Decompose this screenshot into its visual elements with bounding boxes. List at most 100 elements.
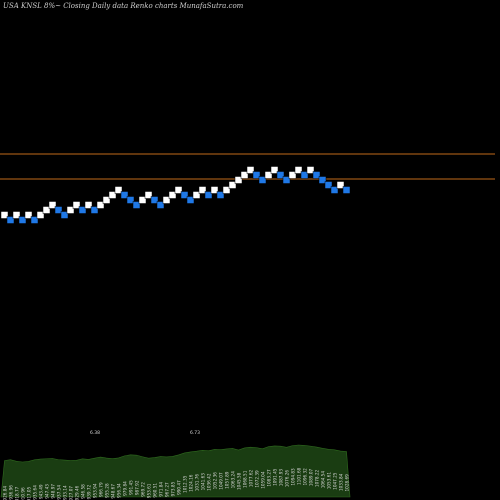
volume-label: 973.85 <box>171 481 176 496</box>
volume-label: 966.79 <box>99 482 104 497</box>
volume-area <box>0 444 351 498</box>
volume-label: 918.77 <box>15 486 20 500</box>
volume-label: 1064.54 <box>321 471 326 489</box>
volume-label: 948.97 <box>51 484 56 499</box>
renko-brick-down <box>120 191 129 199</box>
renko-brick-up <box>42 206 51 214</box>
volume-label: 1083.27 <box>267 469 272 487</box>
volume-label: 1045.58 <box>237 472 242 490</box>
renko-brick-up <box>24 211 33 219</box>
volume-label: 960.51 <box>153 483 158 498</box>
renko-brick-up <box>84 201 93 209</box>
renko-brick-up <box>162 196 171 204</box>
renko-brick-up <box>12 211 21 219</box>
volume-label: 946.58 <box>81 484 86 499</box>
volume-label: 967.27 <box>165 482 170 497</box>
volume-label: 971.84 <box>159 482 164 497</box>
renko-brick-down <box>312 171 321 179</box>
renko-brick-up <box>174 186 183 194</box>
renko-brick-up <box>168 191 177 199</box>
volume-label: 1076.26 <box>285 470 290 488</box>
renko-brick-up <box>0 211 9 219</box>
volume-label: 1024.16 <box>189 474 194 492</box>
volume-label: 969.72 <box>141 482 146 497</box>
volume-label: 1077.62 <box>249 469 254 487</box>
renko-brick-up <box>210 186 219 194</box>
renko-brick-down <box>186 196 195 204</box>
renko-brick-up <box>96 201 105 209</box>
renko-brick-up <box>198 186 207 194</box>
volume-label: 1068.51 <box>243 470 248 488</box>
volume-label: 1057.89 <box>225 471 230 489</box>
renko-brick-down <box>126 196 135 204</box>
volume-label: 1036.42 <box>207 473 212 491</box>
volume-label: 1033.84 <box>339 473 344 491</box>
volume-label: 1012.35 <box>183 475 188 493</box>
volume-label: 1049.07 <box>219 472 224 490</box>
renko-brick-up <box>144 191 153 199</box>
volume-label: 1053.61 <box>327 472 332 490</box>
renko-brick-up <box>36 211 45 219</box>
renko-brick-down <box>54 206 63 214</box>
renko-brick-up <box>294 166 303 174</box>
volume-label: 935.64 <box>33 485 38 500</box>
volume-label: 947.43 <box>45 484 50 499</box>
renko-brick-up <box>138 196 147 204</box>
volume-label: 991.45 <box>129 480 134 495</box>
volume-label: 943.49 <box>39 484 44 499</box>
volume-label: 987.92 <box>135 480 140 495</box>
volume-label: 990.47 <box>177 480 182 495</box>
renko-brick-up <box>66 206 75 214</box>
renko-brick-down <box>90 206 99 214</box>
volume-label: 1096.32 <box>303 468 308 486</box>
renko-brick-up <box>234 176 243 184</box>
renko-brick-up <box>246 166 255 174</box>
renko-brick-up <box>306 166 315 174</box>
volume-peak-label: 6.38 <box>90 430 100 436</box>
renko-brick-down <box>132 201 141 209</box>
volume-label: 1063.24 <box>231 471 236 489</box>
volume-label: 1087.93 <box>279 469 284 487</box>
volume-label: 1031.76 <box>195 474 200 492</box>
renko-brick-up <box>192 191 201 199</box>
volume-label: 937.54 <box>57 485 62 500</box>
volume-label: 955.28 <box>105 483 110 498</box>
volume-label: 1101.68 <box>297 467 302 485</box>
renko-brick-down <box>258 176 267 184</box>
renko-brick-down <box>216 191 225 199</box>
renko-brick-up <box>114 186 123 194</box>
volume-label: 1041.63 <box>201 473 206 491</box>
renko-brick-down <box>324 181 333 189</box>
volume-label: 979.84 <box>123 481 128 496</box>
renko-brick-up <box>108 191 117 199</box>
renko-brick-down <box>150 196 159 204</box>
volume-label: 910.96 <box>21 487 26 500</box>
renko-brick-down <box>180 191 189 199</box>
renko-brick-up <box>288 171 297 179</box>
renko-brick-down <box>342 186 351 194</box>
renko-brick-up <box>336 181 345 189</box>
volume-label: 1094.83 <box>291 468 296 486</box>
renko-brick-down <box>18 216 27 224</box>
renko-brick-down <box>330 186 339 194</box>
volume-label: 1072.39 <box>255 470 260 488</box>
renko-brick-down <box>282 176 291 184</box>
volume-label: 927.07 <box>69 486 74 500</box>
volume-label: 1059.04 <box>261 471 266 489</box>
volume-label: 926.84 <box>3 486 8 500</box>
renko-brick-down <box>60 211 69 219</box>
renko-brick-up <box>222 186 231 194</box>
renko-brick-up <box>48 201 57 209</box>
volume-label: 948.67 <box>111 484 116 499</box>
volume-label: 933.14 <box>63 485 68 500</box>
volume-label: 917.05 <box>27 486 32 500</box>
renko-brick-up <box>72 201 81 209</box>
renko-brick-down <box>204 191 213 199</box>
renko-brick-up <box>102 196 111 204</box>
renko-brick-down <box>318 176 327 184</box>
renko-brick-down <box>252 171 261 179</box>
volume-label: 939.72 <box>87 484 92 499</box>
volume-label: 953.61 <box>147 483 152 498</box>
renko-brick-up <box>264 171 273 179</box>
